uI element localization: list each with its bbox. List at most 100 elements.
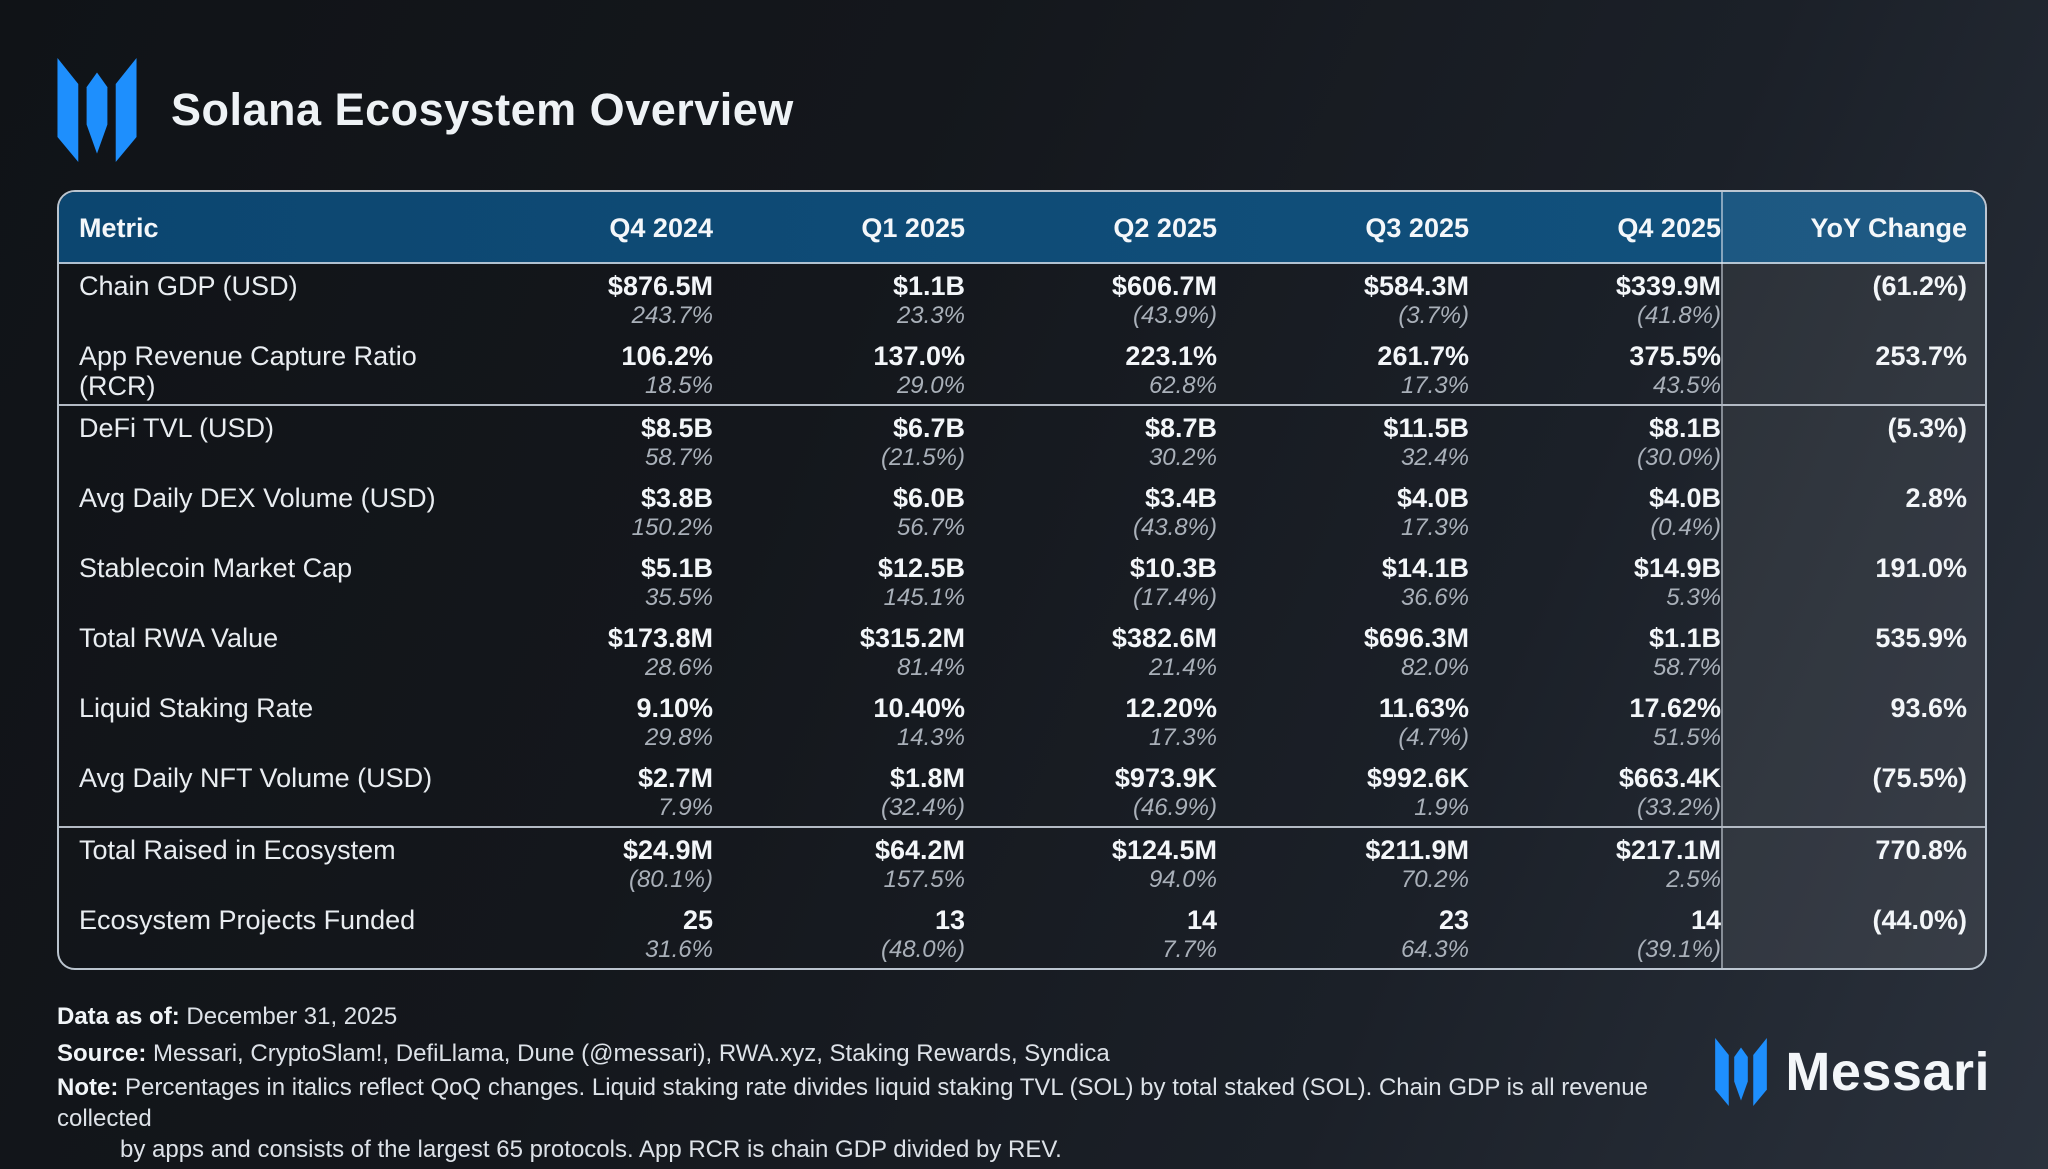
metric-label: App Revenue Capture Ratio (RCR)	[79, 341, 417, 401]
metric-group: DeFi TVL (USD) $8.5B 58.7% $6.7B (21.5%)…	[59, 404, 1985, 826]
column-header-q3-2025: Q3 2025	[1365, 212, 1469, 243]
qoq-change-value: 18.5%	[644, 372, 713, 399]
qoq-change-value: 5.3%	[1666, 584, 1721, 611]
quarter-value: $2.7M	[637, 763, 713, 793]
quarter-value-cell: $124.5M 94.0%	[965, 828, 1217, 898]
qoq-change-value: 32.4%	[1400, 444, 1469, 471]
quarter-value: $992.6K	[1366, 763, 1469, 793]
table-row: Avg Daily DEX Volume (USD) $3.8B 150.2% …	[59, 476, 1985, 546]
quarter-value-cell: 137.0% 29.0%	[713, 334, 965, 404]
table-row: Avg Daily NFT Volume (USD) $2.7M 7.9% $1…	[59, 756, 1985, 826]
yoy-change-cell: (44.0%)	[1721, 898, 1985, 968]
note-block: Note: Percentages in italics reflect QoQ…	[57, 1072, 1697, 1165]
quarter-value-cell: $12.5B 145.1%	[713, 546, 965, 616]
qoq-change-value: 2.5%	[1666, 866, 1721, 893]
quarter-value-cell: $606.7M (43.9%)	[965, 264, 1217, 334]
messari-wordmark: Messari	[1785, 1042, 1990, 1102]
quarter-value-cell: $6.7B (21.5%)	[713, 406, 965, 476]
qoq-change-value: 7.9%	[658, 794, 713, 821]
column-header-q4-2025: Q4 2025	[1617, 212, 1721, 243]
note-text-1: Percentages in italics reflect QoQ chang…	[57, 1074, 1648, 1132]
yoy-change-value: 535.9%	[1875, 623, 1967, 653]
quarter-value-cell: $584.3M (3.7%)	[1217, 264, 1469, 334]
qoq-change-value: (33.2%)	[1636, 794, 1721, 821]
qoq-change-value: 30.2%	[1148, 444, 1217, 471]
qoq-change-value: 28.6%	[644, 654, 713, 681]
metrics-table: Metric Q4 2024 Q1 2025 Q2 2025 Q3 2025 Q…	[57, 190, 1987, 970]
qoq-change-value: 64.3%	[1400, 936, 1469, 963]
yoy-change-value: (5.3%)	[1887, 413, 1967, 443]
quarter-value: $6.0B	[892, 483, 965, 513]
quarter-value-cell: $1.1B 23.3%	[713, 264, 965, 334]
quarter-value: $124.5M	[1111, 835, 1217, 865]
quarter-value: $696.3M	[1363, 623, 1469, 653]
quarter-value: $14.9B	[1633, 553, 1721, 583]
quarter-value: 17.62%	[1629, 693, 1721, 723]
metric-label: Ecosystem Projects Funded	[79, 905, 416, 935]
qoq-change-value: (3.7%)	[1398, 302, 1469, 329]
qoq-change-value: 17.3%	[1400, 372, 1469, 399]
quarter-value-cell: $211.9M 70.2%	[1217, 828, 1469, 898]
quarter-value: $8.7B	[1144, 413, 1217, 443]
yoy-change-cell: 535.9%	[1721, 616, 1985, 686]
metric-cell: Liquid Staking Rate	[59, 686, 461, 756]
quarter-value-cell: $8.1B (30.0%)	[1469, 406, 1721, 476]
quarter-value: 106.2%	[621, 341, 713, 371]
quarter-value-cell: $217.1M 2.5%	[1469, 828, 1721, 898]
quarter-value: $12.5B	[877, 553, 965, 583]
column-header-yoy-change: YoY Change	[1721, 192, 1985, 264]
yoy-change-value: (44.0%)	[1872, 905, 1967, 935]
quarter-value: $973.9K	[1114, 763, 1217, 793]
metric-group: Chain GDP (USD) $876.5M 243.7% $1.1B 23.…	[59, 264, 1985, 404]
yoy-change-value: 770.8%	[1875, 835, 1967, 865]
qoq-change-value: 82.0%	[1400, 654, 1469, 681]
qoq-change-value: 150.2%	[631, 514, 713, 541]
source-label: Source:	[57, 1040, 147, 1067]
yoy-change-value: (75.5%)	[1872, 763, 1967, 793]
quarter-value-cell: 14 (39.1%)	[1469, 898, 1721, 968]
table-row: DeFi TVL (USD) $8.5B 58.7% $6.7B (21.5%)…	[59, 406, 1985, 476]
column-header-metric: Metric	[79, 212, 159, 243]
quarter-value: $1.8M	[889, 763, 965, 793]
quarter-value: $3.4B	[1144, 483, 1217, 513]
quarter-value-cell: $696.3M 82.0%	[1217, 616, 1469, 686]
quarter-value: 261.7%	[1377, 341, 1469, 371]
data-as-of-line: Data as of: December 31, 2025	[57, 998, 1697, 1035]
quarter-value: $3.8B	[640, 483, 713, 513]
qoq-change-value: 62.8%	[1148, 372, 1217, 399]
qoq-change-value: 17.3%	[1148, 724, 1217, 751]
quarter-value-cell: 23 64.3%	[1217, 898, 1469, 968]
data-as-of-label: Data as of:	[57, 1003, 180, 1030]
note-line-1: Note: Percentages in italics reflect QoQ…	[57, 1072, 1697, 1134]
quarter-value-cell: $14.1B 36.6%	[1217, 546, 1469, 616]
yoy-change-cell: 770.8%	[1721, 828, 1985, 898]
metric-label: Avg Daily DEX Volume (USD)	[79, 483, 436, 513]
quarter-value-cell: 261.7% 17.3%	[1217, 334, 1469, 404]
quarter-value: $4.0B	[1648, 483, 1721, 513]
column-header-q1-2025: Q1 2025	[861, 212, 965, 243]
quarter-value: $6.7B	[892, 413, 965, 443]
yoy-change-cell: (5.3%)	[1721, 406, 1985, 476]
quarter-value-cell: 13 (48.0%)	[713, 898, 965, 968]
quarter-value-cell: $382.6M 21.4%	[965, 616, 1217, 686]
quarter-value: 23	[1438, 905, 1469, 935]
yoy-change-cell: 253.7%	[1721, 334, 1985, 404]
quarter-value: $315.2M	[859, 623, 965, 653]
metric-label: Total Raised in Ecosystem	[79, 835, 396, 865]
qoq-change-value: 51.5%	[1652, 724, 1721, 751]
metric-cell: Avg Daily DEX Volume (USD)	[59, 476, 461, 546]
quarter-value-cell: $2.7M 7.9%	[461, 756, 713, 826]
yoy-change-value: 93.6%	[1890, 693, 1967, 723]
quarter-value: 9.10%	[636, 693, 713, 723]
quarter-value: 14	[1186, 905, 1217, 935]
qoq-change-value: 29.0%	[896, 372, 965, 399]
quarter-value-cell: $10.3B (17.4%)	[965, 546, 1217, 616]
quarter-value-cell: $3.8B 150.2%	[461, 476, 713, 546]
quarter-value-cell: 223.1% 62.8%	[965, 334, 1217, 404]
note-text-2: by apps and consists of the largest 65 p…	[120, 1136, 1062, 1163]
quarter-value: 223.1%	[1125, 341, 1217, 371]
quarter-value: $4.0B	[1396, 483, 1469, 513]
metric-cell: Chain GDP (USD)	[59, 264, 461, 334]
quarter-value: 12.20%	[1125, 693, 1217, 723]
metric-group: Total Raised in Ecosystem $24.9M (80.1%)…	[59, 826, 1985, 968]
